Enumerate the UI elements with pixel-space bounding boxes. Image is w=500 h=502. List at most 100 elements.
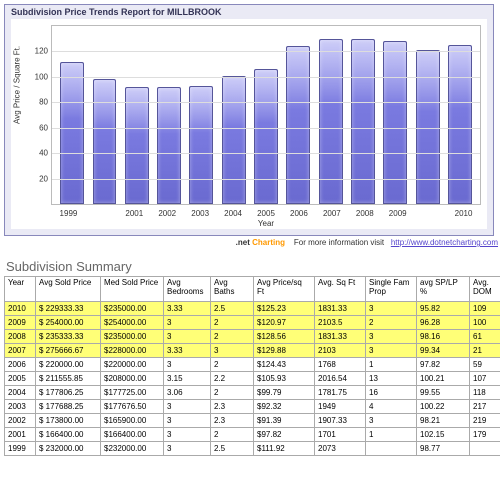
bar-slot <box>315 26 347 204</box>
column-header: Single Fam Prop <box>366 277 417 302</box>
cell-ppsf: $111.92 <box>254 442 315 456</box>
bar <box>254 69 278 204</box>
cell-sfp: 13 <box>366 372 417 386</box>
cell-year: 2007 <box>5 344 36 358</box>
cell-sfp: 3 <box>366 344 417 358</box>
cell-msp: $166400.00 <box>101 428 164 442</box>
cell-asp: $ 229333.33 <box>36 302 101 316</box>
bar-slot <box>56 26 88 204</box>
table-row: 2001$ 166400.00$166400.0032$97.821701110… <box>5 428 500 442</box>
x-tick-label: 2002 <box>158 209 176 218</box>
cell-bath: 3 <box>211 344 254 358</box>
cell-msp: $177676.50 <box>101 400 164 414</box>
column-header: avg SP/LP % <box>417 277 470 302</box>
chart-title: Subdivision Price Trends Report for MILL… <box>5 5 493 17</box>
cell-bed: 3 <box>164 316 211 330</box>
bar <box>222 76 246 204</box>
cell-msp: $254000.00 <box>101 316 164 330</box>
cell-sfp: 3 <box>366 302 417 316</box>
bar <box>93 79 117 204</box>
cell-year: 1999 <box>5 442 36 456</box>
gridline <box>52 77 480 78</box>
cell-sfp: 16 <box>366 386 417 400</box>
y-tick-label: 120 <box>22 47 48 56</box>
cell-ppsf: $99.79 <box>254 386 315 400</box>
cell-splp: 99.34 <box>417 344 470 358</box>
cell-msp: $220000.00 <box>101 358 164 372</box>
cell-bed: 3.33 <box>164 302 211 316</box>
cell-sfp: 3 <box>366 330 417 344</box>
cell-splp: 100.21 <box>417 372 470 386</box>
cell-splp: 98.77 <box>417 442 470 456</box>
cell-dom: 219 <box>470 414 500 428</box>
bar-slot <box>444 26 476 204</box>
x-axis-label: Year <box>258 219 274 228</box>
cell-year: 2009 <box>5 316 36 330</box>
table-row: 2010$ 229333.33$235000.003.332.5$125.231… <box>5 302 500 316</box>
cell-bed: 3 <box>164 358 211 372</box>
cell-sfp: 2 <box>366 316 417 330</box>
cell-year: 2001 <box>5 428 36 442</box>
bar-slot <box>282 26 314 204</box>
cell-sqft: 2103.5 <box>315 316 366 330</box>
cell-ppsf: $105.93 <box>254 372 315 386</box>
cell-splp: 102.15 <box>417 428 470 442</box>
gridline <box>52 153 480 154</box>
cell-bed: 3.33 <box>164 344 211 358</box>
cell-splp: 99.55 <box>417 386 470 400</box>
cell-bath: 2 <box>211 428 254 442</box>
gridline <box>52 102 480 103</box>
cell-sqft: 1831.33 <box>315 302 366 316</box>
x-tick-label: 2005 <box>257 209 275 218</box>
y-tick-label: 60 <box>22 123 48 132</box>
cell-bed: 3 <box>164 414 211 428</box>
cell-bath: 2.3 <box>211 414 254 428</box>
bar-slot <box>218 26 250 204</box>
cell-sqft: 2103 <box>315 344 366 358</box>
column-header: Avg Price/sq Ft <box>254 277 315 302</box>
table-row: 2008$ 235333.33$235000.0032$128.561831.3… <box>5 330 500 344</box>
cell-year: 2003 <box>5 400 36 414</box>
cell-splp: 98.21 <box>417 414 470 428</box>
bar-slot <box>411 26 443 204</box>
cell-sfp: 1 <box>366 358 417 372</box>
cell-asp: $ 173800.00 <box>36 414 101 428</box>
cell-bed: 3 <box>164 330 211 344</box>
cell-bed: 3 <box>164 442 211 456</box>
column-header: Avg Baths <box>211 277 254 302</box>
cell-msp: $165900.00 <box>101 414 164 428</box>
cell-asp: $ 254000.00 <box>36 316 101 330</box>
column-header: Med Sold Price <box>101 277 164 302</box>
table-row: 2003$ 177688.25$177676.5032.3$92.3219494… <box>5 400 500 414</box>
cell-year: 2010 <box>5 302 36 316</box>
cell-asp: $ 166400.00 <box>36 428 101 442</box>
credit-link[interactable]: http://www.dotnetcharting.com <box>391 238 498 247</box>
cell-bath: 2.5 <box>211 302 254 316</box>
cell-msp: $235000.00 <box>101 330 164 344</box>
table-row: 2005$ 211555.85$208000.003.152.2$105.932… <box>5 372 500 386</box>
y-tick-label: 20 <box>22 174 48 183</box>
column-header: Avg. Sq Ft <box>315 277 366 302</box>
summary-header-row: YearAvg Sold PriceMed Sold PriceAvg Bedr… <box>5 277 500 302</box>
cell-sqft: 1907.33 <box>315 414 366 428</box>
cell-sqft: 1701 <box>315 428 366 442</box>
bar <box>448 45 472 204</box>
cell-msp: $235000.00 <box>101 302 164 316</box>
cell-bath: 2 <box>211 316 254 330</box>
plot-area: 2040608010012019992001200220032004200520… <box>51 25 481 205</box>
cell-sqft: 2073 <box>315 442 366 456</box>
cell-ppsf: $124.43 <box>254 358 315 372</box>
y-tick-label: 100 <box>22 72 48 81</box>
cell-asp: $ 211555.85 <box>36 372 101 386</box>
x-tick-label: 2001 <box>125 209 143 218</box>
cell-bath: 2.5 <box>211 442 254 456</box>
x-tick-label: 2009 <box>389 209 407 218</box>
cell-sqft: 1768 <box>315 358 366 372</box>
bar-slot <box>250 26 282 204</box>
column-header: Avg Bedrooms <box>164 277 211 302</box>
chart-panel: Subdivision Price Trends Report for MILL… <box>4 4 494 236</box>
bar-slot <box>153 26 185 204</box>
bar <box>189 86 213 204</box>
y-tick-label: 80 <box>22 98 48 107</box>
cell-dom <box>470 442 500 456</box>
